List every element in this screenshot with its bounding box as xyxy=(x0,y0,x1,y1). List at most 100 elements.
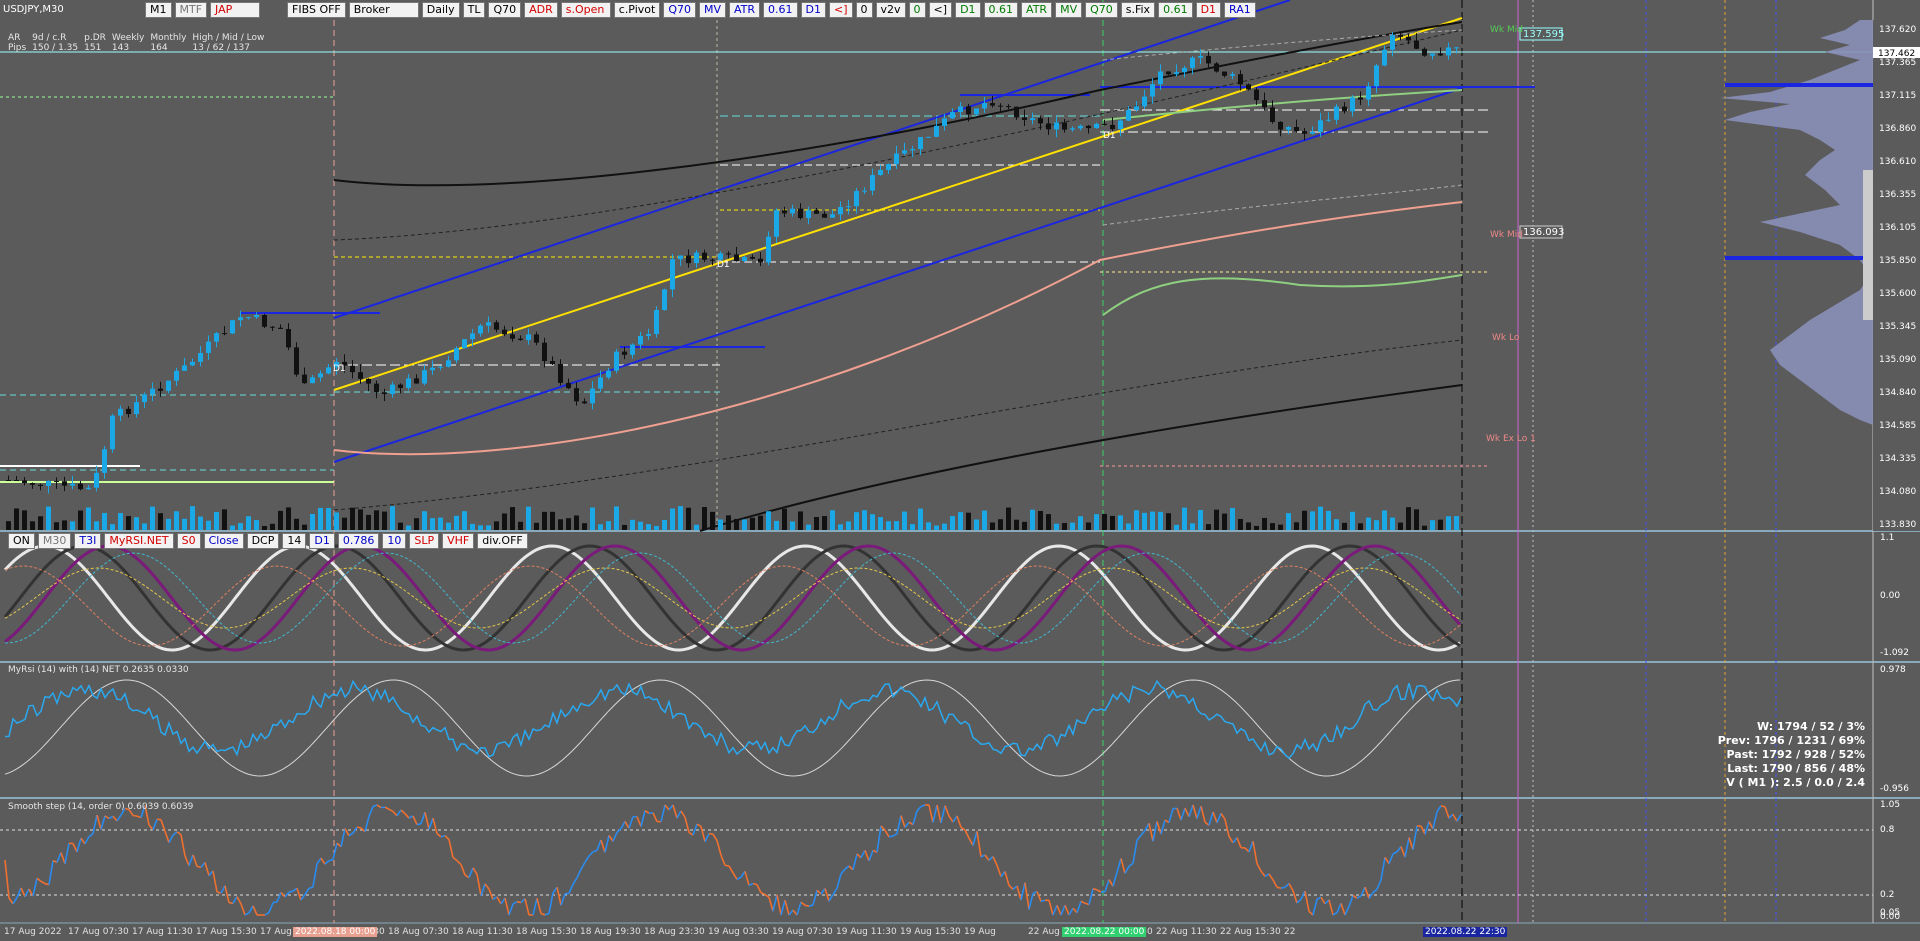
smooth-step-segment xyxy=(1288,883,1294,892)
oscillator-toolbar-button[interactable]: SLP xyxy=(409,533,440,549)
smooth-step-segment xyxy=(836,873,842,889)
candle-body xyxy=(526,334,531,341)
top-toolbar-button[interactable]: 0.61 xyxy=(763,2,798,18)
current-price-tag: 137.462 xyxy=(1878,49,1915,59)
top-toolbar-button[interactable]: Q70 xyxy=(1085,2,1118,18)
oscillator-toolbar-button[interactable]: div.OFF xyxy=(477,533,528,549)
smooth-step-segment xyxy=(1120,858,1126,874)
oscillator-toolbar-button[interactable]: VHF xyxy=(442,533,475,549)
top-toolbar-button[interactable]: TL xyxy=(462,2,486,18)
smooth-step-segment xyxy=(1332,911,1338,916)
volume-bar xyxy=(950,516,955,530)
candle-body xyxy=(1118,120,1123,130)
candle-body xyxy=(694,252,699,264)
volume-bar xyxy=(142,523,147,530)
oscillator-toolbar-button[interactable]: 10 xyxy=(382,533,407,549)
candle-body xyxy=(278,327,283,329)
smooth-step-segment xyxy=(1108,879,1114,887)
oscillator-toolbar-button[interactable]: 0.786 xyxy=(337,533,380,549)
top-toolbar-button[interactable]: D1 xyxy=(1195,2,1222,18)
volume-bar xyxy=(590,507,595,530)
smooth-step-segment xyxy=(1048,900,1054,916)
oscillator-toolbar-button[interactable]: MyRSI.NET xyxy=(104,533,174,549)
top-toolbar-button[interactable]: Q70 xyxy=(488,2,522,18)
top-toolbar-button[interactable]: MTF xyxy=(174,2,208,18)
smooth-step-segment xyxy=(1404,837,1410,858)
top-toolbar-button[interactable]: Q70 xyxy=(663,2,696,18)
smooth-step-segment xyxy=(192,854,198,867)
smooth-step-segment xyxy=(544,912,550,916)
volume-bar xyxy=(414,518,419,530)
volume-bar xyxy=(1454,516,1459,530)
top-toolbar-button[interactable]: RA1 xyxy=(1224,2,1256,18)
smooth-step-segment xyxy=(248,905,254,914)
smooth-step-segment xyxy=(384,806,390,810)
candle-body xyxy=(1230,74,1235,76)
oscillator-toolbar-button[interactable]: M30 xyxy=(37,533,72,549)
volume-bar xyxy=(1030,509,1035,530)
smooth-step-segment xyxy=(1068,907,1074,916)
volume-bar xyxy=(558,519,563,530)
candle-body xyxy=(1270,107,1275,122)
top-toolbar-button[interactable]: ATR xyxy=(728,2,761,18)
smooth-step-segment xyxy=(32,878,38,897)
top-toolbar-button[interactable]: <] xyxy=(928,2,953,18)
top-toolbar-button[interactable]: s.Open xyxy=(560,2,611,18)
top-toolbar-button[interactable]: c.Pivot xyxy=(613,2,661,18)
smooth-step-segment xyxy=(712,833,718,841)
oscillator-toolbar-button[interactable]: T3I xyxy=(74,533,102,549)
top-toolbar-button[interactable]: <] xyxy=(829,2,853,18)
top-toolbar-button[interactable]: 0 xyxy=(855,2,873,18)
volume-bar xyxy=(926,522,931,530)
time-axis-label: 22 xyxy=(1284,927,1296,937)
top-toolbar-button[interactable]: MV xyxy=(698,2,726,18)
smooth-step-segment xyxy=(1212,811,1218,824)
top-toolbar-button[interactable]: JAP xyxy=(210,2,261,18)
smooth-step-segment xyxy=(1160,819,1166,835)
top-toolbar-button[interactable]: D1 xyxy=(800,2,826,18)
top-toolbar-button[interactable]: Daily xyxy=(421,2,460,18)
smooth-step-segment xyxy=(704,833,710,843)
oscillator-toolbar-button[interactable]: S0 xyxy=(176,533,201,549)
top-toolbar-button[interactable]: ATR xyxy=(1021,2,1053,18)
smooth-step-segment xyxy=(1052,904,1058,916)
top-toolbar-button[interactable]: Broker xyxy=(348,2,419,18)
volume-bar xyxy=(654,525,659,530)
oscillator-toolbar-button[interactable]: ON xyxy=(8,533,35,549)
oscillator-toolbar-button[interactable]: DCP xyxy=(246,533,280,549)
candle-body xyxy=(758,258,763,263)
volume-bar xyxy=(1102,513,1107,530)
oscillator-toolbar-button[interactable]: 14 xyxy=(282,533,307,549)
price-axis-label: 135.850 xyxy=(1879,256,1916,266)
top-toolbar-button[interactable]: ADR xyxy=(524,2,558,18)
oscillator-toolbar-button[interactable]: Close xyxy=(203,533,244,549)
top-toolbar-button[interactable]: s.Fix xyxy=(1120,2,1156,18)
smooth-step-segment xyxy=(996,864,1002,877)
smooth-step-segment xyxy=(1376,879,1382,890)
oscillator-toolbar-button[interactable]: D1 xyxy=(309,533,335,549)
top-toolbar-button[interactable]: MV xyxy=(1055,2,1083,18)
top-toolbar-button[interactable]: 0 xyxy=(908,2,926,18)
volume-bar xyxy=(134,517,139,530)
smooth-step-segment xyxy=(568,884,574,894)
smooth-step-segment xyxy=(460,864,466,876)
wk-ex-lo-label: Wk Ex Lo 1 xyxy=(1486,434,1536,444)
volume-bar xyxy=(94,521,99,530)
top-toolbar-button[interactable]: M1 xyxy=(145,2,172,18)
smooth-step-segment xyxy=(344,828,350,837)
top-toolbar-button[interactable]: FIBS OFF xyxy=(287,2,346,18)
smooth-step-segment xyxy=(1076,901,1082,914)
smooth-step-segment xyxy=(1268,873,1274,881)
time-axis-label: 18 Aug 07:30 xyxy=(388,927,449,937)
top-toolbar-button[interactable]: 0.61 xyxy=(1158,2,1193,18)
top-toolbar-button[interactable]: 0.61 xyxy=(983,2,1019,18)
top-toolbar-button[interactable]: D1 xyxy=(955,2,981,18)
volume-bar xyxy=(646,524,651,530)
price-axis-label: 135.345 xyxy=(1879,322,1916,332)
smooth-step-segment xyxy=(1304,891,1310,912)
top-toolbar-button[interactable]: v2v xyxy=(875,2,906,18)
smooth-step-segment xyxy=(496,896,502,905)
time-axis-label: 17 Aug 11:30 xyxy=(132,927,193,937)
volume-bar xyxy=(22,510,27,530)
